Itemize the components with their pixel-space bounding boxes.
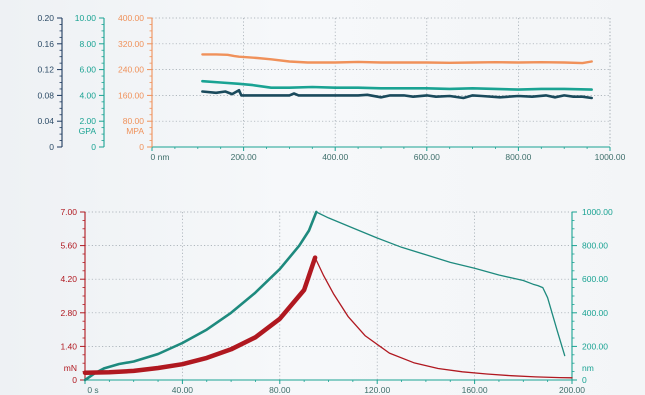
axis-nm-tick-label: 400.00: [582, 308, 608, 318]
x-tick-label: 80.00: [269, 385, 291, 395]
top-chart-series-0-line: [201, 53, 593, 65]
x-tick-label: 40.00: [172, 385, 194, 395]
top-chart-series-2-line: [201, 88, 593, 100]
axis-mn-tick-label: 7.00: [60, 207, 77, 217]
x-tick-label: 1000.00: [595, 152, 626, 162]
axis-gpa-unit-label: GPA: [79, 126, 97, 136]
axis-mn-tick-label: 5.60: [60, 241, 77, 251]
axis-nm-tick-label: 600.00: [582, 274, 608, 284]
x-tick-label: 400.00: [322, 152, 348, 162]
axis-gpa-tick-label: 8.00: [79, 39, 96, 49]
axis-gpa-tick-label: 2.00: [79, 116, 96, 126]
axis-mpa-tick-label: 400.00: [118, 13, 144, 23]
axis-plain-tick-label: 0: [49, 142, 54, 152]
axis-mn-tick-label: 4.20: [60, 274, 77, 284]
bottom-chart-series-2-line: [82, 255, 318, 376]
axis-mpa-tick-label: 0: [139, 142, 144, 152]
bottom-chart-series-1-line: [315, 211, 566, 357]
axis-mpa-tick-label: 160.00: [118, 90, 144, 100]
bottom-chart-series-0-line: [83, 210, 318, 382]
bottom-chart-series-3-line: [314, 256, 573, 379]
axis-nm-unit-label: nm: [582, 363, 594, 373]
axis-mn-tick-label: 0: [72, 375, 77, 385]
axis-gpa-tick-label: 4.00: [79, 90, 96, 100]
axis-gpa-tick-label: 0: [91, 142, 96, 152]
x-tick-label-with-unit: 0 s: [87, 385, 98, 395]
axis-mn-tick-label: 2.80: [60, 308, 77, 318]
x-tick-label-with-unit: 0 nm: [151, 152, 170, 162]
axis-nm-tick-label: 0: [582, 375, 587, 385]
x-tick-label: 120.00: [364, 385, 390, 395]
axis-plain-tick-label: 0.04: [37, 116, 54, 126]
axis-mn-unit-label: mN: [64, 363, 77, 373]
axis-mn-tick-label: 1.40: [60, 341, 77, 351]
axis-mpa-unit-label: MPA: [126, 126, 144, 136]
axis-mpa-tick-label: 240.00: [118, 65, 144, 75]
x-tick-label: 200.00: [559, 385, 585, 395]
axis-plain-tick-label: 0.16: [37, 39, 54, 49]
axis-gpa-tick-label: 6.00: [79, 65, 96, 75]
axis-mpa-tick-label: 320.00: [118, 39, 144, 49]
top-chart: 0 nm 200.00 400.00 600.00 800.00 1000.00 0 0.04…: [37, 13, 625, 162]
bottom-chart: 0 s 40.00 80.00 120.00 160.00 200.0001.402.80…: [60, 207, 613, 395]
x-tick-label: 800.00: [505, 152, 531, 162]
axis-nm-tick-label: 800.00: [582, 241, 608, 251]
x-tick-label: 600.00: [414, 152, 440, 162]
axis-nm-tick-label: 200.00: [582, 341, 608, 351]
axis-nm-tick-label: 1000.00: [582, 207, 613, 217]
axis-mpa-tick-label: 80.00: [123, 116, 145, 126]
x-tick-label: 160.00: [462, 385, 488, 395]
axis-plain-tick-label: 0.12: [37, 65, 54, 75]
axis-plain-tick-label: 0.08: [37, 90, 54, 100]
axis-gpa-tick-label: 10.00: [75, 13, 97, 23]
axis-plain-tick-label: 0.20: [37, 13, 54, 23]
top-chart-series-1-line: [201, 79, 593, 91]
x-tick-label: 200.00: [231, 152, 257, 162]
